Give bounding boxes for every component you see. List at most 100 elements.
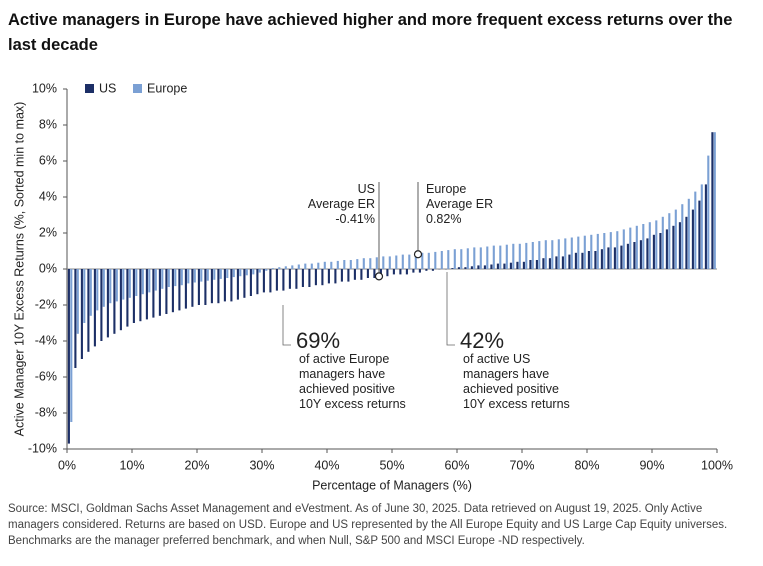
bar — [512, 243, 515, 269]
bar — [607, 247, 610, 269]
bar — [323, 261, 326, 269]
bar — [330, 261, 333, 269]
bar — [243, 269, 246, 298]
bar — [408, 254, 411, 269]
legend-label: US — [99, 81, 116, 95]
bar — [577, 236, 580, 269]
bar — [360, 269, 363, 280]
bar — [674, 209, 677, 269]
bar — [165, 269, 168, 314]
bar — [425, 269, 428, 271]
annotation-line-text: US — [358, 182, 375, 196]
bar — [538, 241, 541, 269]
bar — [93, 269, 96, 347]
bar — [522, 261, 525, 269]
y-tick-label: -2% — [35, 297, 57, 311]
bar — [620, 245, 623, 269]
bar — [334, 269, 337, 284]
bar — [148, 269, 151, 293]
callout-text: of active US managers have achieved positi… — [463, 352, 570, 411]
y-axis-label: Active Manager 10Y Excess Returns (%, So… — [12, 102, 26, 437]
bar — [67, 269, 70, 444]
bar — [297, 264, 300, 269]
callout-line-text: achieved positive — [463, 382, 559, 396]
bar — [83, 269, 86, 323]
callout-headline: 69% — [296, 328, 340, 353]
bar — [542, 258, 545, 269]
bar — [76, 269, 79, 334]
bar — [204, 269, 207, 305]
annotation-line-text: -0.41% — [335, 212, 375, 226]
bar — [525, 242, 528, 269]
bar — [317, 262, 320, 269]
bar — [388, 256, 391, 269]
bar — [434, 251, 437, 269]
bar — [278, 267, 281, 269]
bar — [366, 269, 369, 278]
bar — [128, 269, 131, 298]
bar — [171, 269, 174, 313]
bar — [499, 245, 502, 269]
bar — [132, 269, 135, 323]
callout-line-text: 10Y excess returns — [299, 397, 406, 411]
bar — [269, 269, 272, 293]
bar — [678, 222, 681, 269]
bar — [473, 247, 476, 269]
bar — [80, 269, 83, 359]
bar — [223, 269, 226, 302]
bar — [661, 216, 664, 269]
bar — [691, 209, 694, 269]
callout-line-text: 10Y excess returns — [463, 397, 570, 411]
bar — [353, 269, 356, 280]
bar — [648, 222, 651, 269]
bar — [379, 269, 382, 277]
bar — [496, 263, 499, 269]
bar — [642, 224, 645, 269]
bar — [373, 269, 376, 278]
bar — [275, 269, 278, 291]
bar — [414, 253, 417, 269]
bar — [477, 265, 480, 269]
callout-line — [282, 305, 291, 346]
bar — [369, 258, 372, 269]
bar — [232, 269, 235, 278]
bar — [629, 227, 632, 269]
bar — [490, 264, 493, 269]
y-tick-label: 4% — [39, 189, 57, 203]
bar — [141, 269, 144, 295]
bar — [100, 269, 103, 341]
bar — [659, 233, 662, 269]
bar — [327, 269, 330, 284]
x-tick-label: 20% — [184, 458, 209, 472]
callout-line-text: managers have — [463, 367, 549, 381]
bar — [401, 254, 404, 269]
bar — [590, 234, 593, 269]
x-tick-label: 90% — [639, 458, 664, 472]
bar — [665, 229, 668, 269]
bar — [180, 269, 183, 286]
bar — [594, 251, 597, 269]
bar — [457, 267, 460, 269]
bar — [158, 269, 161, 316]
bar — [106, 269, 109, 338]
bar — [412, 269, 415, 273]
bar — [466, 248, 469, 269]
bar — [89, 269, 92, 316]
bar — [652, 234, 655, 269]
y-tick-label: -10% — [28, 441, 57, 455]
bar — [122, 269, 125, 300]
bar — [626, 243, 629, 269]
bar — [206, 269, 209, 281]
annotation-text: US Average ER -0.41% — [308, 182, 375, 226]
x-tick-label: 70% — [509, 458, 534, 472]
bar — [154, 269, 157, 291]
bar — [479, 247, 482, 269]
bar — [655, 220, 658, 269]
bar — [152, 269, 155, 318]
callout-line-text: achieved positive — [299, 382, 395, 396]
y-tick-label: 8% — [39, 117, 57, 131]
bar — [440, 251, 443, 269]
bar — [600, 249, 603, 269]
bar — [109, 269, 112, 304]
